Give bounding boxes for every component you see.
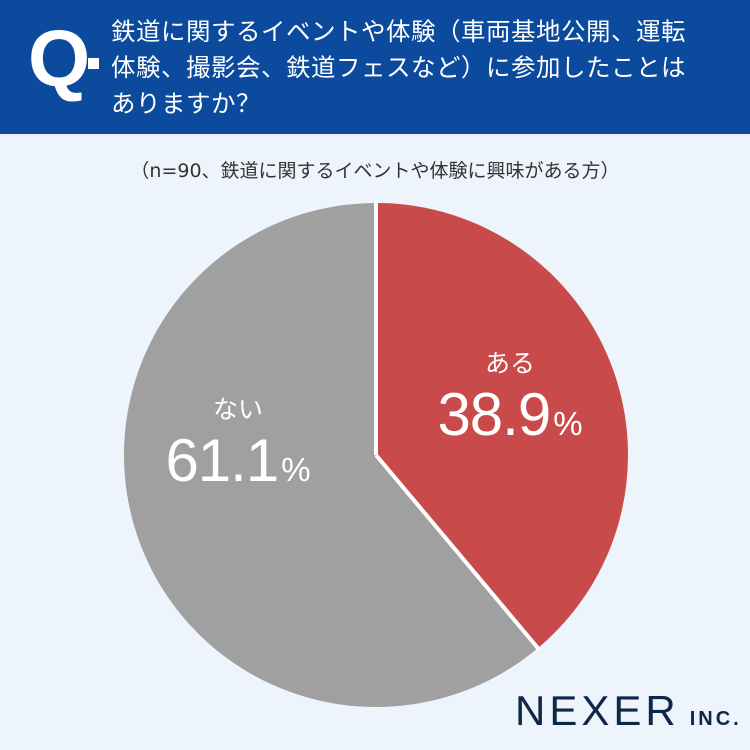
q-mark: Q — [28, 14, 90, 103]
label-yes-name: ある — [484, 349, 535, 378]
question-line-1: 鉄道に関するイベントや体験（車両基地公開、運転 — [111, 17, 686, 46]
question-line-2: 体験、撮影会、鉄道フェスなど）に参加したことは — [111, 53, 686, 82]
label-no: ない 61.1% — [148, 390, 328, 495]
logo-suffix: INC. — [689, 708, 742, 730]
label-no-name: ない — [212, 395, 263, 424]
question-text: 鉄道に関するイベントや体験（車両基地公開、運転 体験、撮影会、鉄道フェスなど）に… — [111, 14, 741, 122]
logo-main: NEXER — [515, 687, 680, 734]
sample-note: （n=90、鉄道に関するイベントや体験に興味がある方） — [130, 160, 620, 182]
q-dot — [88, 58, 99, 69]
label-yes-value: 38.9 — [437, 381, 551, 448]
label-yes: ある 38.9% — [410, 344, 610, 449]
nexer-logo: NEXER INC. — [515, 687, 742, 735]
question-header: Q 鉄道に関するイベントや体験（車両基地公開、運転 体験、撮影会、鉄道フェスなど… — [0, 0, 750, 134]
label-no-value: 61.1 — [165, 427, 279, 494]
slice-separator — [374, 453, 542, 652]
label-yes-unit: % — [553, 405, 583, 442]
pie-slice-yes — [376, 203, 628, 649]
question-line-3: ありますか？ — [111, 89, 261, 118]
pie-slice-no — [123, 203, 538, 707]
label-no-unit: % — [281, 451, 311, 488]
